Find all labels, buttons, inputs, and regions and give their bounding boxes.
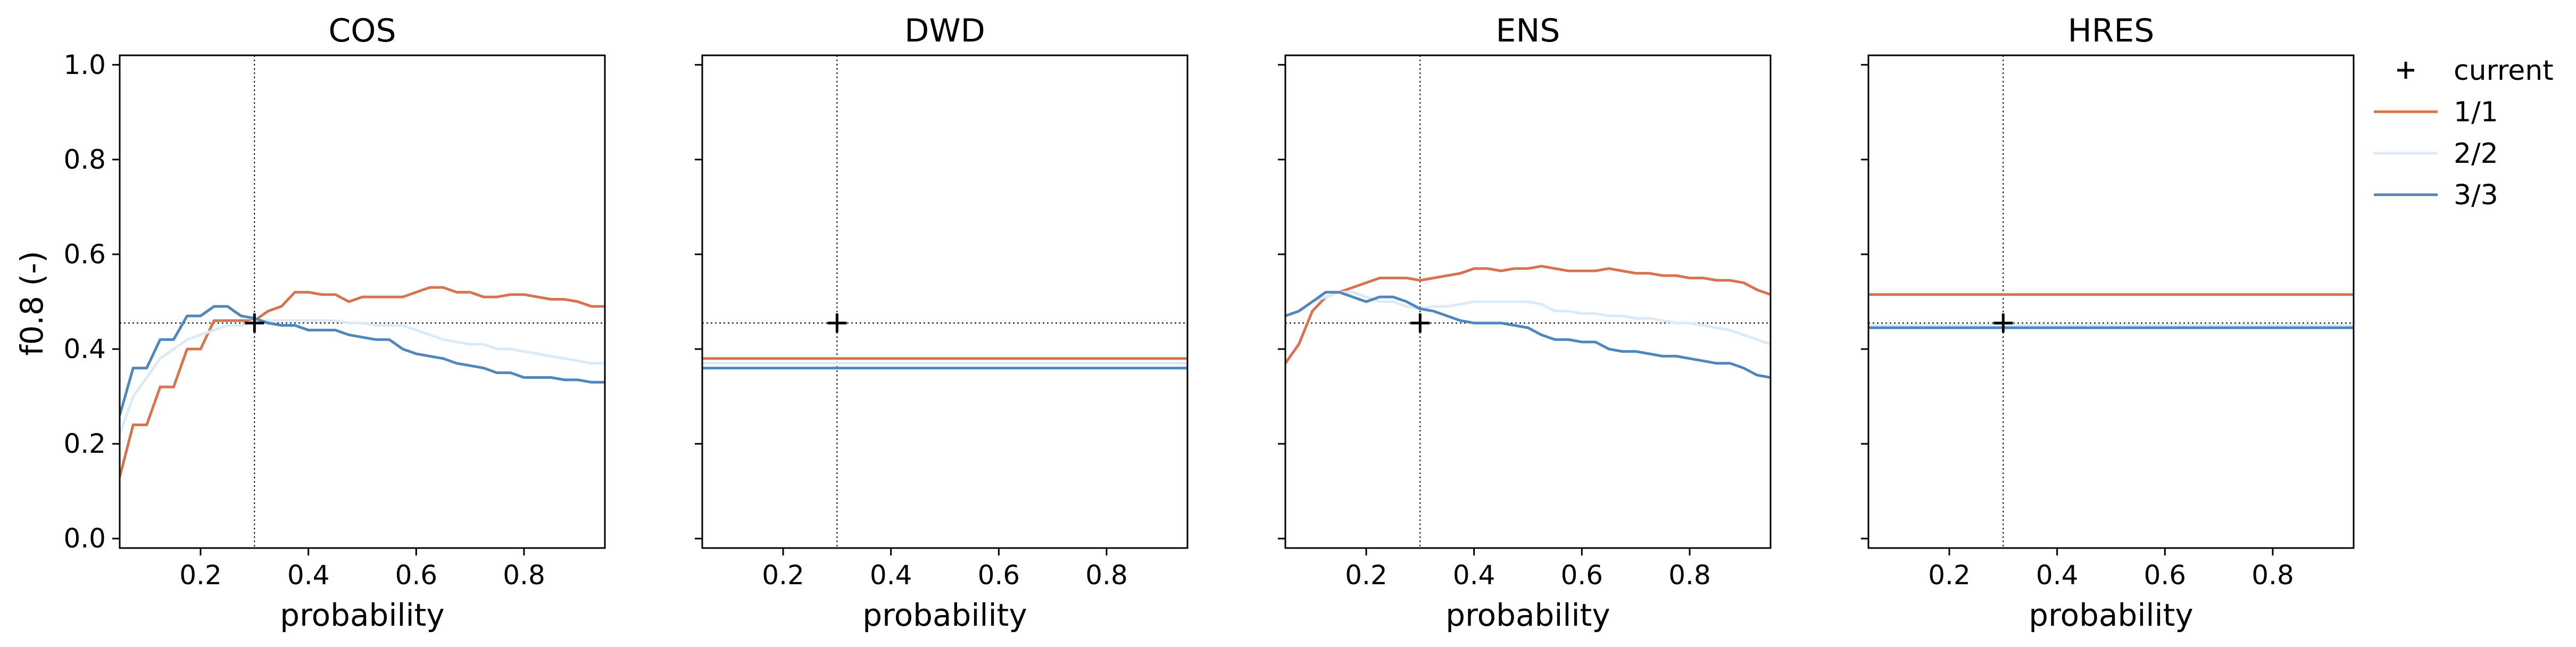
x-tick-label: 0.8: [2251, 560, 2294, 591]
legend-label: current: [2454, 55, 2554, 87]
series-line-1-1: [120, 286, 605, 478]
panel-title: COS: [328, 12, 396, 49]
series-line-2-2: [120, 319, 605, 435]
legend-item-3-3: 3/3: [2374, 179, 2498, 211]
plot-frame: [119, 54, 606, 549]
series-line-2-2: [1285, 291, 1771, 346]
legend-item-2-2: 2/2: [2374, 138, 2498, 170]
x-tick-label: 0.8: [1668, 560, 1711, 591]
x-tick-label: 0.6: [1561, 560, 1603, 591]
legend-item-1-1: 1/1: [2374, 96, 2498, 128]
current-marker: [245, 313, 264, 333]
x-tick-label: 0.2: [1928, 560, 1971, 591]
x-tick-label: 0.2: [762, 560, 804, 591]
series-line-3-3: [1285, 291, 1771, 379]
x-tick-label: 0.6: [2144, 560, 2187, 591]
panel-title: HRES: [2068, 12, 2155, 49]
x-axis-label: probability: [280, 597, 444, 633]
x-tick-label: 0.6: [978, 560, 1020, 591]
x-tick-label: 0.4: [870, 560, 912, 591]
panel-cos: COS 0.2 0.4 0.6 0.8 0.0 0.2 0.4 0.6 0.8 1.0 probabi…: [63, 12, 606, 633]
x-tick-label: 0.8: [503, 560, 545, 591]
current-marker: [1993, 313, 2013, 333]
legend-label: 2/2: [2454, 138, 2498, 170]
x-tick-label: 0.8: [1085, 560, 1128, 591]
panel-title: ENS: [1496, 12, 1560, 49]
legend: current 1/1 2/2 3/3: [2374, 55, 2554, 211]
legend-label: 3/3: [2454, 179, 2498, 211]
x-tick-label: 0.4: [287, 560, 330, 591]
current-marker: [827, 313, 847, 333]
legend-label: 1/1: [2454, 96, 2498, 128]
current-marker: [1410, 313, 1430, 333]
x-tick-label: 0.2: [1345, 560, 1387, 591]
panel-title: DWD: [904, 12, 985, 49]
y-axis-label: f0.8 (-): [14, 251, 50, 355]
y-tick-label: 0.2: [63, 428, 106, 459]
y-tick-label: 0.8: [63, 144, 106, 175]
x-axis-label: probability: [1445, 597, 1610, 633]
plot-frame: [1284, 54, 1772, 549]
x-axis-label: probability: [2029, 597, 2193, 633]
panel-ens: ENS 0.2 0.4 0.6 0.8 probability: [1278, 12, 1772, 633]
plot-frame: [1867, 54, 2355, 549]
x-axis-label: probability: [862, 597, 1027, 633]
panel-hres: HRES 0.2 0.4 0.6 0.8 probability: [1861, 12, 2355, 633]
y-tick-label: 1.0: [63, 49, 106, 80]
panel-dwd: DWD 0.2 0.4 0.6 0.8 probability: [695, 12, 1189, 633]
legend-item-current: current: [2397, 55, 2554, 87]
x-tick-label: 0.6: [395, 560, 438, 591]
y-tick-label: 0.6: [63, 239, 106, 270]
plot-frame: [701, 54, 1189, 549]
x-tick-label: 0.4: [2036, 560, 2079, 591]
series-line-3-3: [120, 305, 605, 416]
series-line-1-1: [1285, 264, 1771, 364]
x-tick-label: 0.2: [179, 560, 222, 591]
y-tick-label: 0.0: [63, 523, 106, 554]
x-tick-label: 0.4: [1453, 560, 1495, 591]
y-tick-label: 0.4: [63, 334, 106, 364]
